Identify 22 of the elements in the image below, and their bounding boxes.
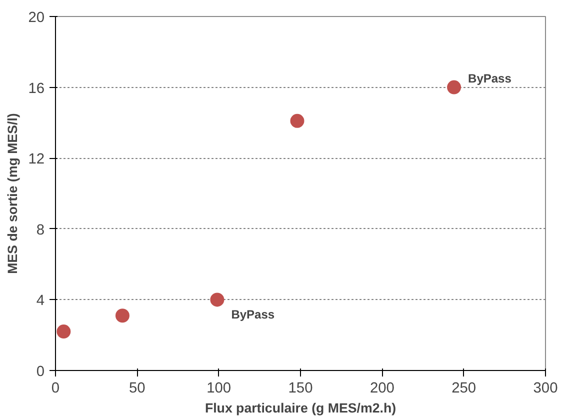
point [115, 308, 130, 323]
y-axis-title: MES de sortie (mg MES/l) [5, 113, 20, 274]
x-tick-label: 50 [129, 380, 146, 396]
x-tick-label: 300 [533, 380, 558, 396]
annotation: ByPass [231, 308, 275, 322]
y-tick-label: 8 [36, 222, 45, 238]
x-tick-label: 100 [206, 380, 232, 396]
x-tick-label: 150 [288, 380, 313, 396]
y-tick-label: 16 [28, 80, 45, 97]
y-tick-label: 0 [36, 364, 45, 380]
point [56, 324, 71, 339]
x-tick-label: 0 [51, 380, 60, 396]
annotation: ByPass [468, 71, 512, 86]
y-tick-label: 12 [28, 152, 45, 168]
x-tick-label: 200 [370, 380, 394, 396]
y-tick-label: 20 [28, 10, 45, 26]
x-axis-title: Flux particulaire (g MES/m2.h) [204, 400, 396, 416]
y-tick-label: 4 [36, 293, 45, 310]
point [210, 292, 224, 307]
point [290, 114, 304, 128]
x-tick-label: 250 [452, 380, 476, 396]
point [447, 80, 462, 94]
